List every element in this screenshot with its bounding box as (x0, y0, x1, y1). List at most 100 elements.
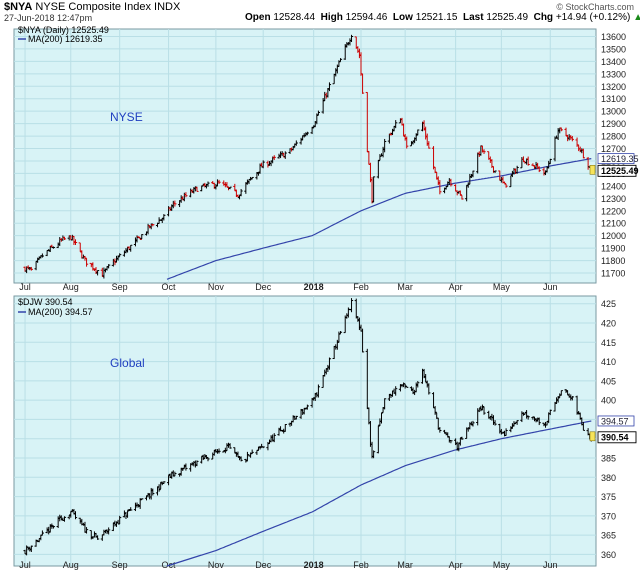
ohlc-bar (250, 176, 254, 180)
y-tick-label: 12900 (601, 119, 626, 129)
ohlc-bar (383, 398, 387, 410)
chart-panel-2: 3603653703753803853903954004054104154204… (13, 295, 637, 570)
y-tick-label: 410 (601, 357, 616, 367)
ohlc-bar (40, 530, 44, 536)
ohlc-bar (537, 417, 541, 426)
ma-line (166, 158, 592, 280)
ohlc-bar (107, 527, 111, 535)
ohlc-bar (173, 471, 177, 477)
ohlc-bar (379, 412, 384, 424)
ohlc-bar (327, 357, 332, 370)
last-price-marker (589, 431, 596, 442)
ohlc-bar (173, 200, 177, 207)
up-arrow-icon: ▲ (633, 12, 640, 23)
last-label: Last (462, 12, 484, 23)
ohlc-bar (84, 527, 89, 534)
y-tick-label: 11700 (601, 269, 625, 279)
plot-background (13, 295, 597, 567)
ohlc-bar (239, 456, 243, 462)
ohlc-bar (548, 409, 552, 416)
x-tick-label: Feb (353, 560, 369, 570)
chart-panel-1: 11700 11800 11900 12000 12100 12200 12300 12400… (13, 25, 639, 292)
ohlc-bar (581, 148, 585, 159)
panel-caption: Global (110, 356, 145, 370)
ohlc-bar (129, 507, 133, 511)
ohlc-bar (217, 448, 221, 454)
chg-value: +14.94 (+0.12%) (555, 12, 631, 23)
ohlc-bar (570, 396, 574, 401)
low-label: Low (392, 12, 413, 23)
ma-value-tag: 12619.35 (601, 154, 639, 164)
ohlc-bar (427, 141, 431, 149)
ohlc-bar (433, 406, 437, 415)
ohlc-bar (548, 158, 552, 165)
ohlc-bar (294, 140, 298, 146)
ohlc-bar (416, 381, 420, 388)
ohlc-bar (29, 266, 33, 271)
x-tick-label: Jun (543, 560, 558, 570)
open-label: Open (245, 12, 271, 23)
y-tick-label: 425 (601, 299, 616, 309)
ma-line (166, 420, 592, 567)
ohlc-bar (51, 525, 56, 529)
x-tick-label: Aug (63, 282, 79, 292)
ohlc-bar (493, 420, 497, 426)
y-tick-label: 12300 (601, 194, 626, 204)
y-tick-label: 380 (601, 473, 616, 483)
ohlc-bar (427, 383, 431, 395)
ma-value-tag-box (597, 415, 635, 427)
ohlc-bar (504, 428, 508, 436)
ohlc-bar (460, 436, 464, 440)
ohlc-bar (394, 120, 398, 129)
ohlc-bar (504, 183, 508, 188)
x-tick-label: Dec (255, 282, 272, 292)
ohlc-bar (225, 182, 229, 188)
ohlc-bar (51, 246, 56, 249)
ohlc-bar (95, 270, 100, 276)
ohlc-bar (521, 156, 526, 162)
ohlc-bar (272, 433, 276, 443)
x-tick-label: Mar (397, 282, 413, 292)
chart-date: 27-Jun-2018 12:47pm (4, 13, 93, 23)
ohlc-bar (40, 253, 44, 258)
y-tick-label: 13600 (601, 32, 626, 42)
ohlc-bar (338, 331, 343, 335)
ohlc-bar (140, 234, 144, 240)
x-tick-label: Sep (112, 560, 128, 570)
ohlc-bar (570, 135, 574, 142)
ohlc-bar (327, 82, 332, 92)
ohlc-bar (228, 443, 232, 449)
exchange: INDX (154, 1, 181, 13)
ohlc-bar (162, 214, 166, 221)
ohlc-bar (29, 545, 33, 552)
x-tick-label: 2018 (304, 282, 324, 292)
legend-price: $NYA (Daily) 12525.49 (18, 25, 109, 35)
ohlc-bar (458, 190, 462, 196)
ohlc-bar (581, 421, 585, 431)
y-tick-label: 360 (601, 550, 616, 560)
ohlc-bar (405, 385, 409, 388)
ohlc-bar (515, 420, 519, 425)
ohlc-bar (184, 463, 188, 471)
index-name: NYSE Composite Index (35, 1, 151, 13)
x-tick-label: Nov (208, 560, 225, 570)
ohlc-bar (239, 188, 243, 197)
ma-value-tag-box (597, 153, 635, 165)
y-tick-label: 12000 (601, 231, 626, 241)
y-tick-label: 405 (601, 376, 616, 386)
ohlc-bar (118, 253, 122, 257)
ohlc-bar (438, 427, 442, 433)
ohlc-bar (195, 460, 199, 467)
ohlc-bar (129, 244, 133, 252)
y-tick-label: 370 (601, 511, 616, 521)
x-tick-label: Mar (397, 560, 413, 570)
x-tick-label: Jun (543, 282, 558, 292)
ohlc-bar (471, 170, 475, 178)
ohlc-bar (383, 138, 387, 153)
ohlc-bar (460, 194, 464, 200)
x-tick-label: Jul (19, 282, 31, 292)
chart-header-symbol: $NYA NYSE Composite Index INDX (4, 2, 180, 13)
y-tick-label: 11800 (601, 256, 625, 266)
ohlc-bar (537, 166, 541, 173)
symbol: $NYA (4, 1, 33, 13)
